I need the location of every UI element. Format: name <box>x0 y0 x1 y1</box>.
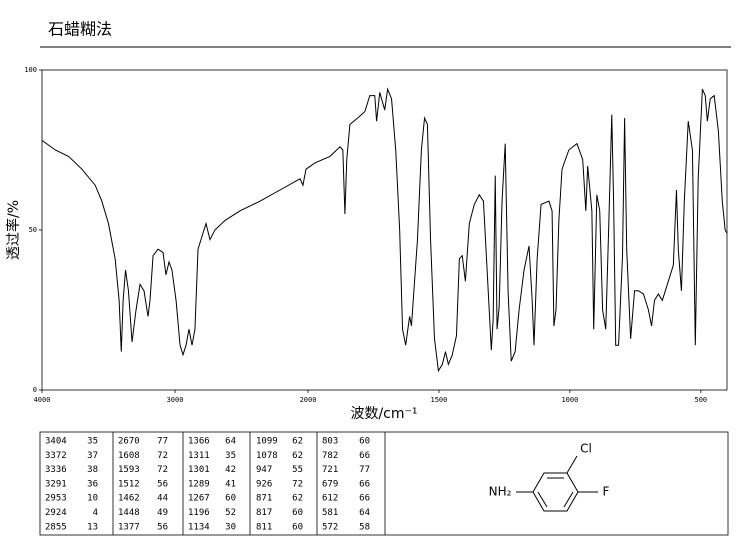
table-transmittance: 38 <box>87 465 98 475</box>
table-transmittance: 72 <box>157 465 168 475</box>
table-wavenumber: 3291 <box>45 479 67 489</box>
table-wavenumber: 1448 <box>118 508 140 518</box>
table-wavenumber: 1311 <box>188 451 210 461</box>
table-wavenumber: 1134 <box>188 522 210 532</box>
double-bond <box>563 491 574 508</box>
table-transmittance: 4 <box>93 508 98 518</box>
substituent-label: Cl <box>580 442 592 456</box>
table-transmittance: 56 <box>157 479 168 489</box>
table-transmittance: 64 <box>225 437 236 447</box>
table-wavenumber: 1608 <box>118 451 140 461</box>
table-frame <box>39 431 729 536</box>
x-tick-label: 4000 <box>34 396 51 404</box>
page-title: 石蜡糊法 <box>48 20 112 39</box>
table-transmittance: 64 <box>359 508 370 518</box>
table-transmittance: 58 <box>359 522 370 532</box>
table-transmittance: 72 <box>292 479 303 489</box>
table-wavenumber: 2670 <box>118 437 140 447</box>
table-wavenumber: 1301 <box>188 465 210 475</box>
y-tick-label: 100 <box>24 66 37 74</box>
table-wavenumber: 3336 <box>45 465 67 475</box>
table-transmittance: 66 <box>359 494 370 504</box>
table-transmittance: 66 <box>359 479 370 489</box>
table-wavenumber: 2855 <box>45 522 67 532</box>
table-transmittance: 60 <box>292 508 303 518</box>
table-transmittance: 41 <box>225 479 236 489</box>
substituent-label: NH₂ <box>489 485 512 499</box>
table-wavenumber: 1377 <box>118 522 140 532</box>
table-transmittance: 60 <box>292 522 303 532</box>
table-transmittance: 72 <box>157 451 168 461</box>
table-wavenumber: 679 <box>322 479 338 489</box>
benzene-ring <box>532 472 579 512</box>
table-transmittance: 62 <box>292 437 303 447</box>
table-wavenumber: 581 <box>322 508 338 518</box>
table-transmittance: 42 <box>225 465 236 475</box>
x-tick-label: 500 <box>694 396 707 404</box>
table-transmittance: 60 <box>225 494 236 504</box>
y-tick-label: 50 <box>29 226 37 234</box>
table-wavenumber: 817 <box>256 508 272 518</box>
x-tick-label: 1500 <box>431 396 448 404</box>
x-axis-label: 波数/cm⁻¹ <box>350 406 417 422</box>
table-wavenumber: 947 <box>256 465 272 475</box>
table-wavenumber: 1078 <box>256 451 278 461</box>
table-wavenumber: 803 <box>322 437 338 447</box>
table-wavenumber: 2924 <box>45 508 67 518</box>
table-wavenumber: 612 <box>322 494 338 504</box>
table-wavenumber: 3372 <box>45 451 67 461</box>
double-bond <box>537 491 548 508</box>
bond <box>566 455 578 474</box>
table-transmittance: 56 <box>157 522 168 532</box>
table-transmittance: 44 <box>157 494 168 504</box>
peak-table <box>39 431 729 536</box>
structure <box>516 455 598 512</box>
table-wavenumber: 2953 <box>45 494 67 504</box>
spectrum-line <box>41 87 728 373</box>
table-transmittance: 62 <box>292 451 303 461</box>
table-wavenumber: 1267 <box>188 494 210 504</box>
table-wavenumber: 721 <box>322 465 338 475</box>
table-transmittance: 36 <box>87 479 98 489</box>
table-transmittance: 49 <box>157 508 168 518</box>
table-wavenumber: 1196 <box>188 508 210 518</box>
table-transmittance: 77 <box>359 465 370 475</box>
table-transmittance: 35 <box>225 451 236 461</box>
table-transmittance: 37 <box>87 451 98 461</box>
x-tick-label: 3000 <box>167 396 184 404</box>
y-axis-label: 透过率/% <box>5 200 22 260</box>
table-wavenumber: 572 <box>322 522 338 532</box>
table-wavenumber: 871 <box>256 494 272 504</box>
table-transmittance: 52 <box>225 508 236 518</box>
substituent-label: F <box>603 485 610 499</box>
table-transmittance: 55 <box>292 465 303 475</box>
table-wavenumber: 1289 <box>188 479 210 489</box>
table-wavenumber: 1462 <box>118 494 140 504</box>
table-transmittance: 62 <box>292 494 303 504</box>
table-wavenumber: 811 <box>256 522 272 532</box>
table-wavenumber: 3404 <box>45 437 67 447</box>
x-tick-label: 2000 <box>300 396 317 404</box>
table-transmittance: 13 <box>87 522 98 532</box>
table-wavenumber: 1512 <box>118 479 140 489</box>
table-wavenumber: 926 <box>256 479 272 489</box>
table-transmittance: 10 <box>87 494 98 504</box>
table-wavenumber: 1593 <box>118 465 140 475</box>
table-wavenumber: 1366 <box>188 437 210 447</box>
table-transmittance: 30 <box>225 522 236 532</box>
table-transmittance: 66 <box>359 451 370 461</box>
table-wavenumber: 782 <box>322 451 338 461</box>
table-wavenumber: 1099 <box>256 437 278 447</box>
y-tick-label: 0 <box>33 386 37 394</box>
table-transmittance: 60 <box>359 437 370 447</box>
x-tick-label: 1000 <box>561 396 578 404</box>
table-transmittance: 77 <box>157 437 168 447</box>
table-transmittance: 35 <box>87 437 98 447</box>
